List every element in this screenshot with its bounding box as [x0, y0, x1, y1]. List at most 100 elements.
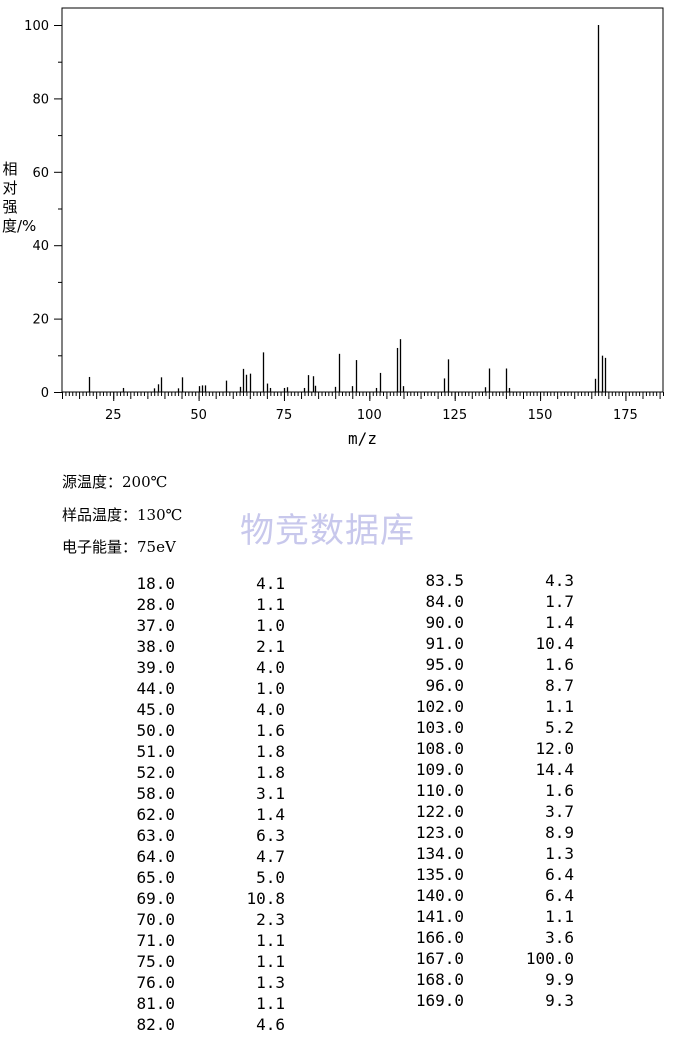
table-row: 134.0 1.3: [0, 843, 600, 864]
mz-value: 65.0: [136, 868, 175, 887]
intensity-value: 1.6: [545, 655, 574, 674]
intensity-value: 2.1: [256, 637, 285, 656]
mz-value: 141.0: [415, 907, 464, 926]
mz-value: 102.0: [415, 697, 464, 716]
y-tick-label: 0: [41, 386, 49, 401]
intensity-value: 1.4: [256, 805, 285, 824]
x-tick-label: 125: [442, 408, 467, 423]
intensity-value: 14.4: [535, 760, 574, 779]
intensity-value: 4.0: [256, 658, 285, 677]
intensity-value: 1.4: [545, 613, 574, 632]
intensity-value: 8.7: [545, 676, 574, 695]
intensity-value: 4.3: [545, 571, 574, 590]
mz-value: 169.0: [415, 991, 464, 1010]
table-row: 95.0 1.6: [0, 654, 600, 675]
source-temperature: 源温度：200℃: [62, 471, 167, 492]
mz-value: 109.0: [415, 760, 464, 779]
intensity-value: 1.8: [256, 742, 285, 761]
mz-value: 52.0: [136, 763, 175, 782]
table-row: 82.0 4.6: [0, 1014, 300, 1035]
table-row: 76.0 1.3: [0, 972, 300, 993]
table-row: 81.0 1.1: [0, 993, 300, 1014]
intensity-value: 1.3: [256, 973, 285, 992]
table-row: 83.5 4.3: [0, 570, 600, 591]
intensity-value: 8.9: [545, 823, 574, 842]
intensity-value: 1.1: [256, 931, 285, 950]
sample-temperature-label: 样品温度：: [62, 506, 138, 524]
mz-value: 122.0: [415, 802, 464, 821]
table-row: 110.0 1.6: [0, 780, 600, 801]
intensity-value: 1.0: [256, 679, 285, 698]
table-row: 69.0 10.8: [0, 888, 300, 909]
mz-value: 134.0: [415, 844, 464, 863]
table-row: 70.0 2.3: [0, 909, 300, 930]
mz-value: 108.0: [415, 739, 464, 758]
table-row: 141.0 1.1: [0, 906, 600, 927]
intensity-value: 6.3: [256, 826, 285, 845]
mz-value: 70.0: [136, 910, 175, 929]
table-row: 52.0 1.8: [0, 762, 300, 783]
mz-value: 90.0: [425, 613, 464, 632]
y-tick-label: 80: [32, 92, 49, 107]
intensity-value: 3.7: [545, 802, 574, 821]
intensity-value: 1.3: [545, 844, 574, 863]
y-tick-label: 40: [32, 239, 49, 254]
intensity-value: 5.2: [545, 718, 574, 737]
electron-energy-label: 电子能量：: [62, 538, 138, 556]
y-tick-label: 100: [24, 19, 49, 34]
table-row: 18.0 4.1: [0, 573, 300, 594]
table-row: 135.0 6.4: [0, 864, 600, 885]
mz-value: 37.0: [136, 616, 175, 635]
table-row: 84.0 1.7: [0, 591, 600, 612]
mz-value: 95.0: [425, 655, 464, 674]
intensity-value: 1.6: [256, 721, 285, 740]
intensity-value: 4.7: [256, 847, 285, 866]
mz-value: 58.0: [136, 784, 175, 803]
table-row: 62.0 1.4: [0, 804, 300, 825]
mz-value: 91.0: [425, 634, 464, 653]
intensity-value: 6.4: [545, 865, 574, 884]
table-row: 103.0 5.2: [0, 717, 600, 738]
table-row: 166.0 3.6: [0, 927, 600, 948]
table-row: 38.0 2.1: [0, 636, 300, 657]
table-row: 108.0 12.0: [0, 738, 600, 759]
table-row: 71.0 1.1: [0, 930, 300, 951]
mz-value: 166.0: [415, 928, 464, 947]
intensity-value: 1.0: [256, 616, 285, 635]
x-tick-label: 50: [190, 408, 207, 423]
x-tick-label: 150: [528, 408, 553, 423]
mz-value: 28.0: [136, 595, 175, 614]
mz-value: 140.0: [415, 886, 464, 905]
table-row: 50.0 1.6: [0, 720, 300, 741]
mz-value: 75.0: [136, 952, 175, 971]
x-tick-label: 100: [357, 408, 382, 423]
intensity-value: 9.3: [545, 991, 574, 1010]
y-tick-label: 20: [32, 313, 49, 328]
table-row: 169.0 9.3: [0, 990, 600, 1011]
mz-value: 18.0: [136, 574, 175, 593]
intensity-value: 10.8: [246, 889, 285, 908]
mz-value: 110.0: [415, 781, 464, 800]
intensity-value: 1.1: [256, 952, 285, 971]
mz-value: 82.0: [136, 1015, 175, 1034]
table-row: 51.0 1.8: [0, 741, 300, 762]
intensity-value: 1.6: [545, 781, 574, 800]
intensity-value: 4.6: [256, 1015, 285, 1034]
table-row: 39.0 4.0: [0, 657, 300, 678]
x-axis-label: m/z: [348, 429, 377, 448]
mz-value: 62.0: [136, 805, 175, 824]
x-tick-label: 75: [276, 408, 293, 423]
table-row: 45.0 4.0: [0, 699, 300, 720]
intensity-value: 1.1: [545, 697, 574, 716]
y-axis-label: 相对强度/%: [2, 160, 37, 235]
table-row: 75.0 1.1: [0, 951, 300, 972]
table-row: 37.0 1.0: [0, 615, 300, 636]
mz-value: 64.0: [136, 847, 175, 866]
plot-frame: [61, 7, 664, 393]
mz-value: 167.0: [415, 949, 464, 968]
table-row: 64.0 4.7: [0, 846, 300, 867]
intensity-value: 3.6: [545, 928, 574, 947]
mz-value: 76.0: [136, 973, 175, 992]
mz-value: 63.0: [136, 826, 175, 845]
intensity-value: 4.0: [256, 700, 285, 719]
